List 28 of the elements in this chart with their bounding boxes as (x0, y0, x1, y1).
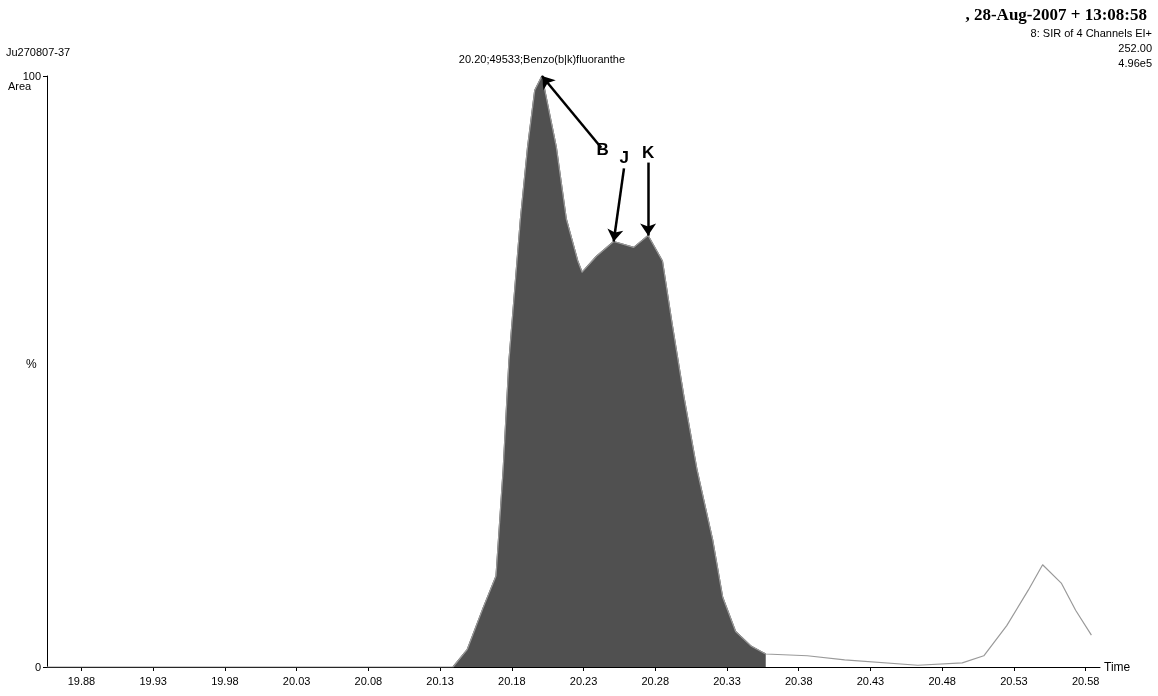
y-tick-label: 0 (34, 661, 41, 673)
x-tick-label: 20.18 (498, 674, 526, 687)
text: 8: SIR of 4 Channels EI+ (1030, 26, 1153, 39)
x-axis-title: Time (1104, 660, 1131, 674)
text: Ju270807-37 (6, 45, 71, 58)
x-tick-label: 20.23 (569, 674, 598, 687)
x-tick-label: 20.58 (1071, 674, 1100, 687)
x-tick-label: 19.98 (211, 674, 239, 687)
annotation: J (619, 148, 630, 168)
annotation: K (641, 142, 655, 162)
x-tick-label: 20.48 (928, 674, 956, 687)
annotation: 20.20;49533;Benzo(b|k)fluoranthe (458, 52, 626, 65)
y-axis-title: % (26, 357, 37, 371)
y-tick-label: 100 (22, 70, 41, 82)
x-tick-label: 20.03 (282, 674, 311, 687)
x-tick-label: 20.38 (784, 674, 813, 687)
chart-title: , 28-Aug-2007 + 13:08:58 (965, 5, 1148, 24)
text: 4.96e5 (1118, 56, 1153, 69)
x-tick-label: 20.43 (856, 674, 885, 687)
x-tick-label: 20.53 (1000, 674, 1028, 687)
x-tick-label: 20.33 (713, 674, 741, 687)
x-tick-label: 20.28 (641, 674, 670, 687)
x-tick-label: 20.08 (354, 674, 383, 687)
text: Area (8, 79, 33, 92)
text: 252.00 (1118, 41, 1153, 54)
x-tick-label: 19.88 (67, 674, 96, 687)
x-tick-label: 19.93 (139, 674, 167, 687)
x-tick-label: 20.13 (426, 674, 454, 687)
